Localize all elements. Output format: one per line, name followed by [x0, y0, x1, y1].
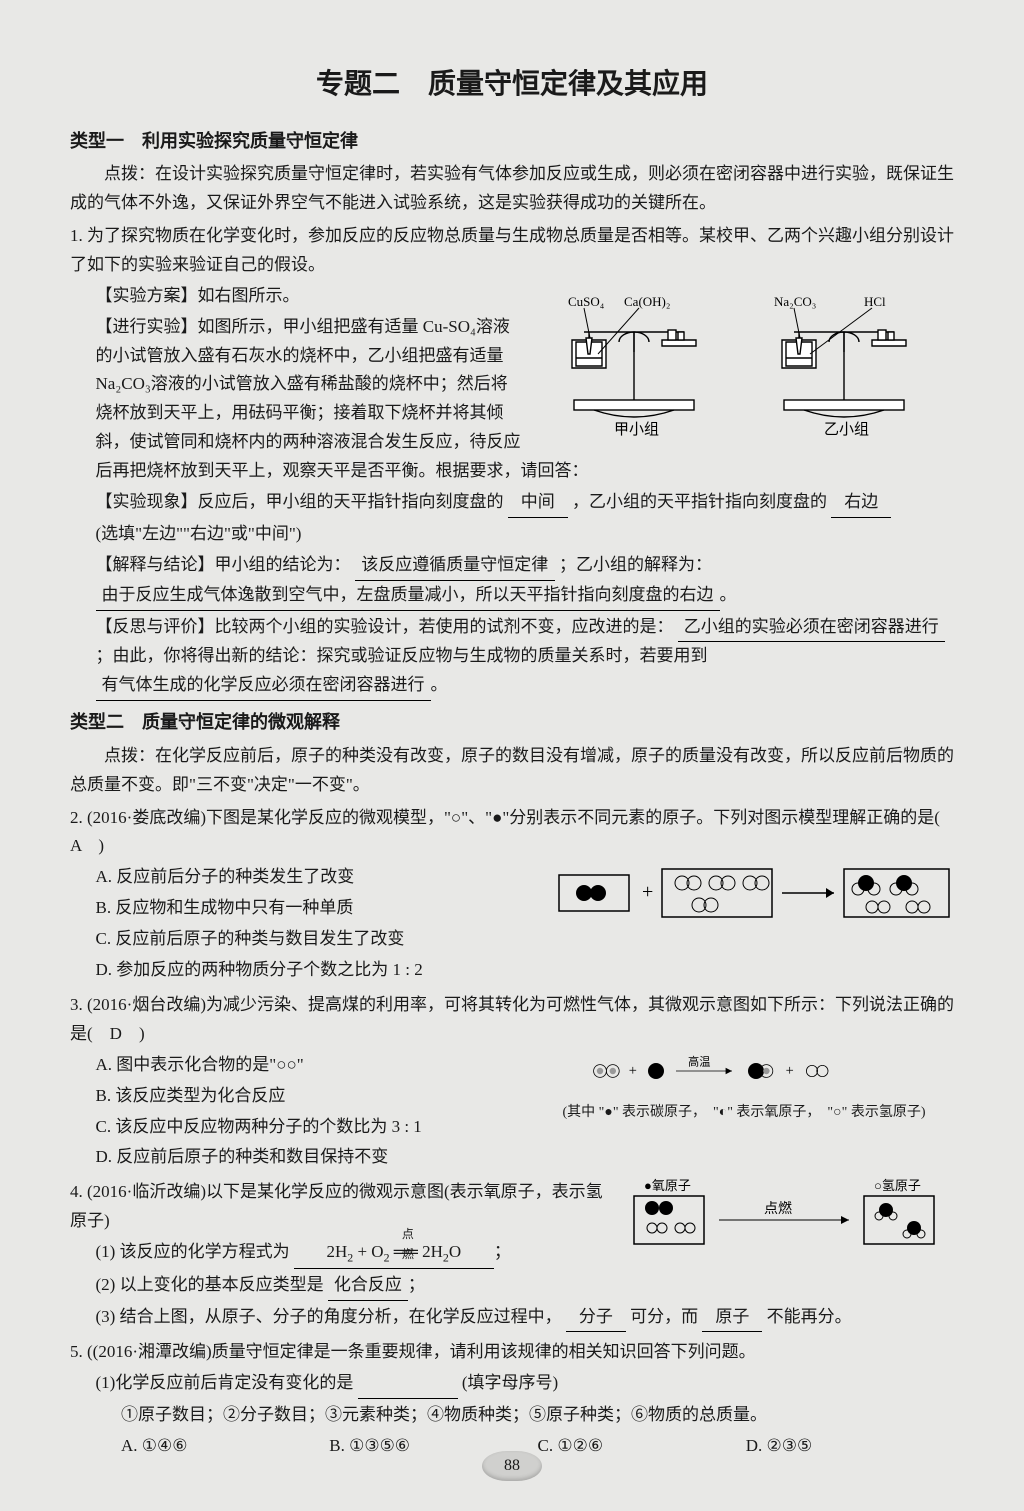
section-heading-1: 类型一 利用实验探究质量守恒定律: [70, 126, 954, 157]
page-title: 专题二 质量守恒定律及其应用: [70, 60, 954, 108]
figure-q2: +: [554, 863, 954, 923]
q1-stem: 1. 为了探究物质在化学变化时，参加反应的反应物总质量与生成物总质量是否相等。某…: [70, 222, 954, 280]
q5-sub1: (1)化学反应前后肯定没有变化的是 (填字母序号): [70, 1369, 954, 1399]
figure-q4: ●氧原子 ○氢原子 点燃: [624, 1178, 954, 1248]
question-5: 5. ((2016·湘潭改编)质量守恒定律是一条重要规律，请利用该规律的相关知识…: [70, 1338, 954, 1461]
figure-balances: CuSO₄ Ca(OH)₂ 甲小组: [534, 282, 954, 442]
answer-phen-b: 右边: [831, 488, 891, 518]
label-na2co3: Na₂CO₃: [774, 294, 816, 309]
q2-opt-d: D. 参加反应的两种物质分子个数之比为 1 : 2: [96, 956, 955, 985]
q3-stem: 3. (2016·烟台改编)为减少污染、提高煤的利用率，可将其转化为可燃性气体，…: [70, 991, 954, 1049]
caption-left: 甲小组: [614, 421, 659, 438]
label-hcl: HCl: [864, 294, 886, 309]
answer-exp-b: 由于反应生成气体逸散到空气中，左盘质量减小，所以天平指针指向刻度盘的右边: [96, 581, 720, 611]
answer-q4-2: 化合反应: [328, 1271, 408, 1301]
q4-sub3: (3) 结合上图，从原子、分子的角度分析，在化学反应过程中， 分子 可分，而 原…: [70, 1303, 954, 1333]
svg-text:+: +: [786, 1063, 794, 1079]
q2-stem: 2. (2016·娄底改编)下图是某化学反应的微观模型，"○"、"●"分别表示不…: [70, 804, 954, 862]
q5-stem: 5. ((2016·湘潭改编)质量守恒定律是一条重要规律，请利用该规律的相关知识…: [70, 1338, 954, 1367]
question-4: ●氧原子 ○氢原子 点燃 4. (2016·临沂改编)以下是某化学反应的微观示意…: [70, 1178, 954, 1334]
answer-exp-a: 该反应遵循质量守恒定律: [355, 551, 555, 581]
tip-1: 点拨：在设计实验探究质量守恒定律时，若实验有气体参加反应或生成，则必须在密闭容器…: [70, 160, 954, 218]
q2-opt-c: C. 反应前后原子的种类与数目发生了改变: [96, 925, 955, 954]
q1-reflect: 【反思与评价】比较两个小组的实验设计，若使用的试剂不变，应改进的是： 乙小组的实…: [70, 613, 954, 702]
answer-q4-3a: 分子: [566, 1303, 626, 1333]
svg-text:●氧原子: ●氧原子: [644, 1178, 691, 1193]
q5-opt-c: C. ①②⑥: [538, 1432, 746, 1461]
answer-refl-b: 有气体生成的化学反应必须在密闭容器进行: [96, 671, 431, 701]
question-1: 1. 为了探究物质在化学变化时，参加反应的反应物总质量与生成物总质量是否相等。某…: [70, 222, 954, 701]
answer-q5-1: [358, 1369, 458, 1399]
tip-2: 点拨：在化学反应前后，原子的种类没有改变，原子的数目没有增减，原子的质量没有改变…: [70, 742, 954, 800]
caption-right: 乙小组: [824, 421, 869, 438]
q5-opt-a: A. ①④⑥: [121, 1432, 329, 1461]
svg-text:点燃: 点燃: [764, 1200, 792, 1217]
q4-sub2: (2) 以上变化的基本反应类型是 化合反应；: [70, 1271, 954, 1301]
answer-refl-a: 乙小组的实验必须在密闭容器进行: [678, 613, 945, 643]
svg-text:+: +: [629, 1063, 637, 1079]
svg-text:高温: 高温: [688, 1054, 710, 1068]
q5-list: ①原子数目；②分子数目；③元素种类；④物质种类；⑤原子种类；⑥物质的总质量。: [70, 1401, 954, 1430]
svg-text:○氢原子: ○氢原子: [874, 1178, 921, 1193]
answer-q4-1: 2H2 + O2 点燃══ 2H2O: [294, 1238, 494, 1269]
figure-q3: + 高温 + (其中 "●" 表示碳原子， "◐" 表示氧原子， "○" 表示氢…: [534, 1051, 954, 1121]
q3-opt-d: D. 反应前后原子的种类和数目保持不变: [96, 1143, 955, 1172]
section-heading-2: 类型二 质量守恒定律的微观解释: [70, 707, 954, 738]
question-3: 3. (2016·烟台改编)为减少污染、提高煤的利用率，可将其转化为可燃性气体，…: [70, 991, 954, 1174]
answer-phen-a: 中间: [508, 488, 568, 518]
q1-explain: 【解释与结论】甲小组的结论为： 该反应遵循质量守恒定律 ；乙小组的解释为： 由于…: [70, 551, 954, 611]
balance-svg: CuSO₄ Ca(OH)₂ 甲小组: [534, 282, 954, 442]
label-cuso4: CuSO₄: [568, 294, 605, 309]
answer-q4-3b: 原子: [702, 1303, 762, 1333]
label-caoh2: Ca(OH)₂: [624, 294, 670, 309]
page-number: 88: [482, 1451, 542, 1481]
q5-opt-d: D. ②③⑤: [746, 1432, 954, 1461]
q1-phen-note: (选填"左边""右边"或"中间"): [70, 520, 954, 549]
svg-text:+: +: [642, 881, 653, 903]
q1-phenomenon: 【实验现象】反应后，甲小组的天平指针指向刻度盘的 中间 ，乙小组的天平指针指向刻…: [70, 488, 954, 518]
question-2: 2. (2016·娄底改编)下图是某化学反应的微观模型，"○"、"●"分别表示不…: [70, 804, 954, 987]
q3-legend: (其中 "●" 表示碳原子， "◐" 表示氧原子， "○" 表示氢原子): [534, 1101, 954, 1125]
